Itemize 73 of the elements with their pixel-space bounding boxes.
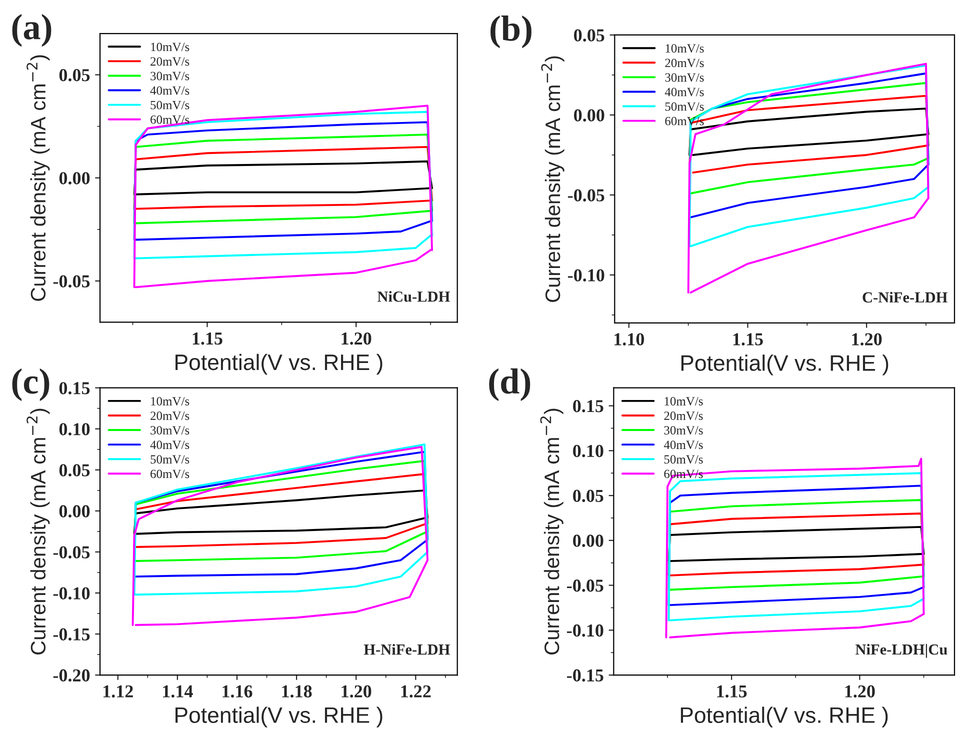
x-tick-label: 1.20 [342, 685, 372, 698]
legend-label: 40mV/s [150, 440, 190, 450]
legend-label: 30mV/s [664, 426, 703, 435]
legend-label: 20mV/s [150, 57, 190, 66]
y-tick-label: -0.05 [568, 189, 604, 202]
legend-label: 30mV/s [665, 73, 704, 82]
legend-label: 20mV/s [150, 412, 190, 420]
x-tick-label: 1.10 [614, 333, 644, 346]
x-tick-label: 1.20 [342, 332, 372, 345]
y-tick-label: -0.05 [53, 546, 90, 558]
y-tick-label: 0.10 [573, 444, 604, 458]
legend-label: 10mV/s [151, 397, 190, 406]
y-tick-label: 0.00 [59, 505, 90, 518]
y-axis-title: Current density (mA cm$^{−2}$) [541, 56, 564, 302]
y-tick-label: 0.15 [573, 400, 604, 412]
y-axis-title: Current density (mA cm$^{−2}$) [26, 55, 50, 301]
x-axis-title: Potential(V vs. RHE ) [680, 706, 888, 728]
legend-label: 50mV/s [664, 455, 703, 464]
chart-title: (d) [489, 368, 530, 402]
y-tick-label: 0.05 [59, 69, 90, 82]
x-tick-label: 1.20 [845, 685, 875, 698]
x-axis-title: Potential(V vs. RHE ) [681, 354, 888, 376]
y-tick-label: -0.10 [53, 587, 90, 600]
annotation: NiFe-LDH|Cu [855, 644, 948, 658]
y-tick-label: 0.05 [59, 464, 90, 476]
y-tick-label: 0.15 [59, 382, 90, 394]
x-tick-label: 1.14 [163, 685, 193, 698]
y-tick-label: -0.15 [567, 669, 604, 682]
y-tick-label: 0.05 [573, 490, 604, 502]
y-tick-label: 0.10 [59, 423, 90, 436]
annotation: H-NiFe-LDH [364, 644, 450, 655]
y-tick-label: 0.05 [574, 29, 604, 42]
x-tick-label: 1.16 [222, 685, 252, 698]
legend-label: 40mV/s [150, 86, 190, 95]
legend-label: 20mV/s [664, 412, 703, 420]
y-tick-label: -0.05 [567, 580, 604, 592]
x-tick-label: 1.15 [733, 333, 763, 346]
x-tick-label: 1.15 [192, 332, 222, 345]
y-tick-label: -0.20 [53, 669, 90, 682]
legend-label: 10mV/s [666, 44, 704, 53]
x-tick-label: 1.12 [104, 685, 133, 698]
x-axis-title: Potential(V vs. RHE ) [176, 354, 382, 375]
legend-label: 30mV/s [150, 72, 190, 80]
legend-label: 10mV/s [151, 42, 190, 52]
legend-label: 50mV/s [150, 455, 190, 464]
chart-title: (b) [490, 15, 532, 48]
x-tick-label: 1.18 [282, 685, 312, 698]
y-axis-title: Current density (mA cm$^{−2}$) [540, 408, 564, 654]
y-tick-label: -0.05 [53, 275, 90, 288]
chart-title: (a) [12, 14, 52, 47]
y-tick-label: 0.00 [574, 109, 604, 122]
y-tick-label: 0.00 [59, 172, 90, 184]
y-tick-label: -0.10 [567, 624, 604, 637]
x-axis-title: Potential(V vs. RHE ) [176, 706, 382, 728]
legend-label: 50mV/s [150, 100, 190, 110]
legend-label: 30mV/s [150, 426, 190, 435]
y-axis-title: Current density (mA cm$^{−2}$) [26, 408, 50, 654]
legend-label: 60mV/s [150, 470, 190, 478]
chart-title: (c) [12, 368, 50, 402]
legend-label: 40mV/s [664, 88, 704, 96]
x-tick-label: 1.15 [717, 685, 747, 698]
legend-label: 10mV/s [664, 397, 703, 406]
legend-label: 40mV/s [664, 440, 703, 450]
y-tick-label: -0.15 [53, 628, 90, 641]
legend-label: 60mV/s [150, 115, 190, 124]
y-tick-label: 0.00 [573, 534, 604, 547]
x-tick-label: 1.20 [852, 333, 882, 346]
annotation: C-NiFe-LDH [862, 292, 948, 303]
legend-label: 50mV/s [665, 102, 704, 111]
x-tick-label: 1.22 [401, 685, 431, 698]
legend-label: 20mV/s [665, 58, 704, 68]
annotation: NiCu-LDH [377, 291, 450, 302]
y-tick-label: -0.10 [568, 269, 604, 282]
